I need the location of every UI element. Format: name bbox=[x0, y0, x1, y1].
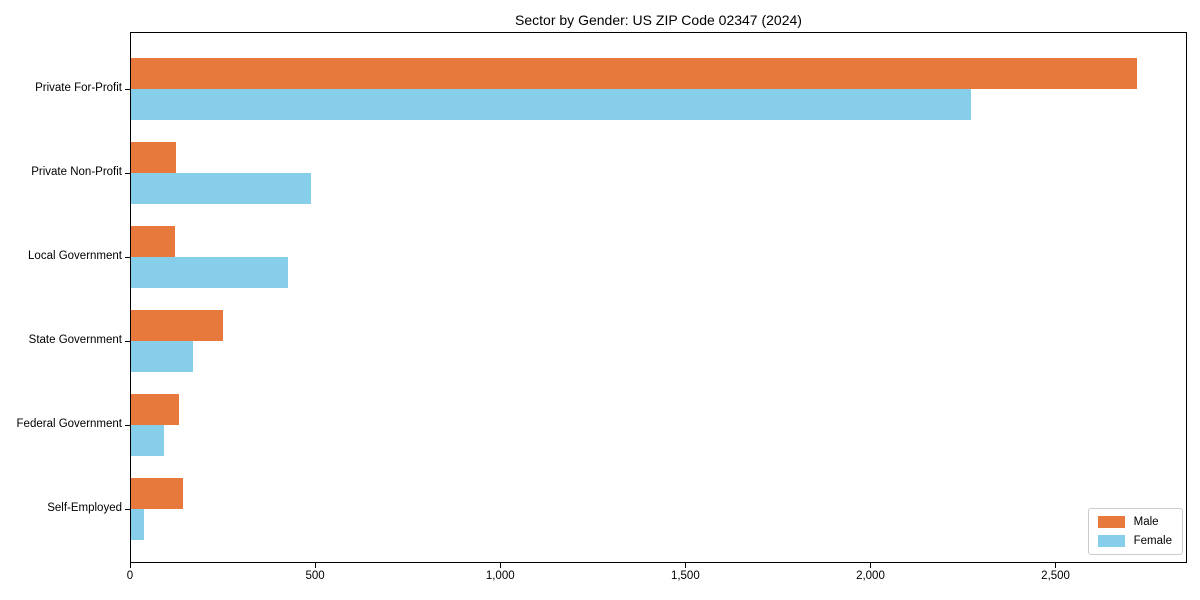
x-tick-label-1500: 1,500 bbox=[670, 570, 700, 582]
bar-male-private-for-profit bbox=[131, 58, 1137, 89]
y-tick-mark bbox=[125, 508, 130, 510]
chart-title: Sector by Gender: US ZIP Code 02347 (202… bbox=[515, 12, 802, 28]
y-tick-mark bbox=[125, 88, 130, 90]
bar-female-private-for-profit bbox=[131, 89, 971, 120]
bar-female-self-employed bbox=[131, 509, 144, 540]
y-tick-mark bbox=[125, 424, 130, 426]
bar-female-federal-government bbox=[131, 425, 164, 456]
y-axis-label-private-for-profit: Private For-Profit bbox=[35, 82, 122, 94]
x-tick-mark bbox=[129, 563, 131, 568]
x-tick-label-0: 0 bbox=[126, 570, 134, 582]
bar-female-private-non-profit bbox=[131, 173, 311, 204]
bar-male-private-non-profit bbox=[131, 142, 176, 173]
y-axis-label-local-government: Local Government bbox=[28, 250, 122, 262]
x-tick-label-500: 500 bbox=[305, 570, 325, 582]
plot-area bbox=[125, 32, 1187, 563]
bar-male-self-employed bbox=[131, 478, 183, 509]
bar-male-local-government bbox=[131, 226, 175, 257]
y-tick-mark bbox=[125, 340, 130, 342]
x-tick-label-2500: 2,500 bbox=[1041, 570, 1070, 582]
y-axis-label-self-employed: Self-Employed bbox=[47, 502, 122, 514]
bar-female-local-government bbox=[131, 257, 288, 288]
x-tick-mark bbox=[499, 563, 502, 568]
x-tick-label-1000: 1,000 bbox=[485, 570, 515, 582]
bar-male-state-government bbox=[131, 310, 223, 341]
y-tick-mark bbox=[125, 256, 130, 258]
bar-female-state-government bbox=[131, 341, 193, 372]
x-tick-mark bbox=[684, 563, 687, 568]
x-tick-mark bbox=[1055, 563, 1057, 568]
y-axis-label-federal-government: Federal Government bbox=[16, 418, 122, 430]
x-tick-label-2000: 2,000 bbox=[856, 570, 885, 582]
x-tick-mark bbox=[314, 563, 316, 568]
y-axis-label-private-non-profit: Private Non-Profit bbox=[31, 166, 122, 178]
y-tick-mark bbox=[125, 172, 130, 174]
x-tick-mark bbox=[869, 563, 872, 568]
y-axis-label-state-government: State Government bbox=[28, 334, 122, 346]
bar-male-federal-government bbox=[131, 394, 179, 425]
